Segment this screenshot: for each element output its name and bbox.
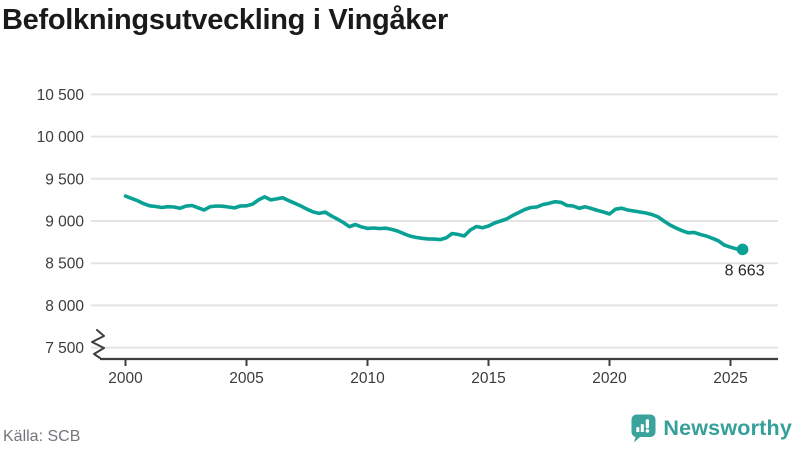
x-axis-tick-label: 2010	[350, 370, 385, 387]
x-axis-tick-label: 2020	[592, 370, 627, 387]
y-axis-tick-label: 9 000	[45, 214, 84, 231]
y-axis-tick-label: 10 000	[37, 129, 85, 146]
y-axis-tick-label: 8 500	[45, 256, 84, 273]
latest-value-marker	[736, 243, 749, 256]
source-label: Källa: SCB	[3, 428, 81, 445]
x-axis-tick-label: 2015	[471, 370, 505, 387]
newsworthy-logo: Newsworthy	[631, 414, 792, 443]
y-axis-tick-label: 7 500	[45, 340, 84, 357]
newsworthy-logo-icon	[631, 414, 656, 443]
latest-value-label: 8 663	[725, 262, 765, 279]
page-title: Befolkningsutveckling i Vingåker	[2, 4, 448, 36]
x-axis-tick-label: 2005	[229, 370, 263, 387]
y-axis-break-icon	[91, 329, 105, 359]
y-axis-tick-label: 9 500	[45, 171, 84, 188]
x-axis-tick-label: 2025	[713, 370, 747, 387]
population-line	[123, 194, 745, 252]
y-axis-tick-label: 8 000	[45, 298, 84, 315]
brand-name: Newsworthy	[663, 416, 792, 440]
y-axis-tick-label: 10 500	[37, 87, 85, 104]
x-axis-tick-label: 2000	[108, 370, 143, 387]
